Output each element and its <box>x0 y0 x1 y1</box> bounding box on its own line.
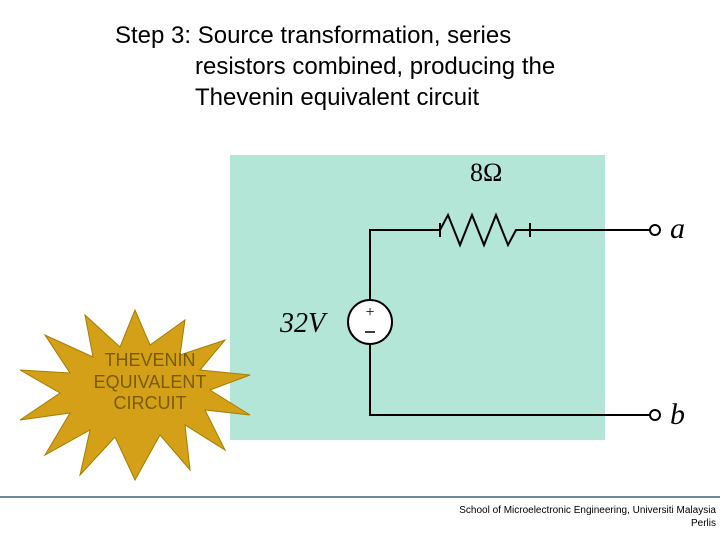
terminal-a-label: a <box>670 212 685 246</box>
step-line-1: Step 3: Source transformation, series <box>115 20 555 51</box>
burst-line-2: EQUIVALENT <box>70 372 230 394</box>
step-text: Step 3: Source transformation, series re… <box>115 20 555 114</box>
footer-line-2: Perlis <box>459 517 716 530</box>
circuit-diagram: + <box>230 150 700 450</box>
burst-line-1: THEVENIN <box>70 350 230 372</box>
step-line-2: resistors combined, producing the <box>115 51 555 82</box>
burst-text: THEVENIN EQUIVALENT CIRCUIT <box>70 350 230 415</box>
footer-text: School of Microelectronic Engineering, U… <box>459 504 716 530</box>
footer-rule <box>0 496 720 498</box>
terminal-b-label: b <box>670 398 685 432</box>
step-line-3: Thevenin equivalent circuit <box>115 82 555 113</box>
footer-line-1: School of Microelectronic Engineering, U… <box>459 504 716 517</box>
voltage-label: 32V <box>280 308 325 340</box>
burst-line-3: CIRCUIT <box>70 393 230 415</box>
resistor-label: 8Ω <box>470 158 502 188</box>
svg-text:+: + <box>365 304 374 321</box>
